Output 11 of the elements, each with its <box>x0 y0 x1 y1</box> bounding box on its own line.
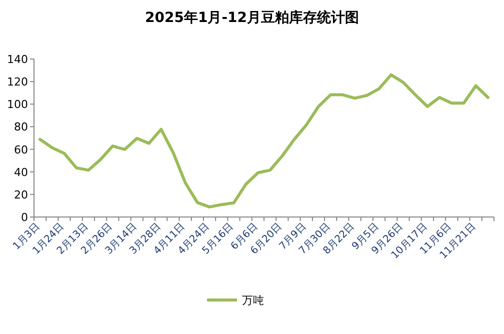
y-tick-label: 20 <box>14 188 28 202</box>
y-tick-label: 0 <box>21 211 28 224</box>
y-tick-label: 140 <box>7 53 28 66</box>
legend-label: 万吨 <box>242 294 264 307</box>
y-tick-label: 120 <box>7 76 28 89</box>
chart-title: 2025年1月-12月豆粕库存统计图 <box>145 9 359 26</box>
line-series <box>38 73 490 208</box>
y-tick-label: 80 <box>14 120 28 134</box>
y-tick-label: 60 <box>14 143 28 156</box>
y-tick-label: 40 <box>14 166 28 179</box>
y-tick-label: 100 <box>7 98 28 112</box>
